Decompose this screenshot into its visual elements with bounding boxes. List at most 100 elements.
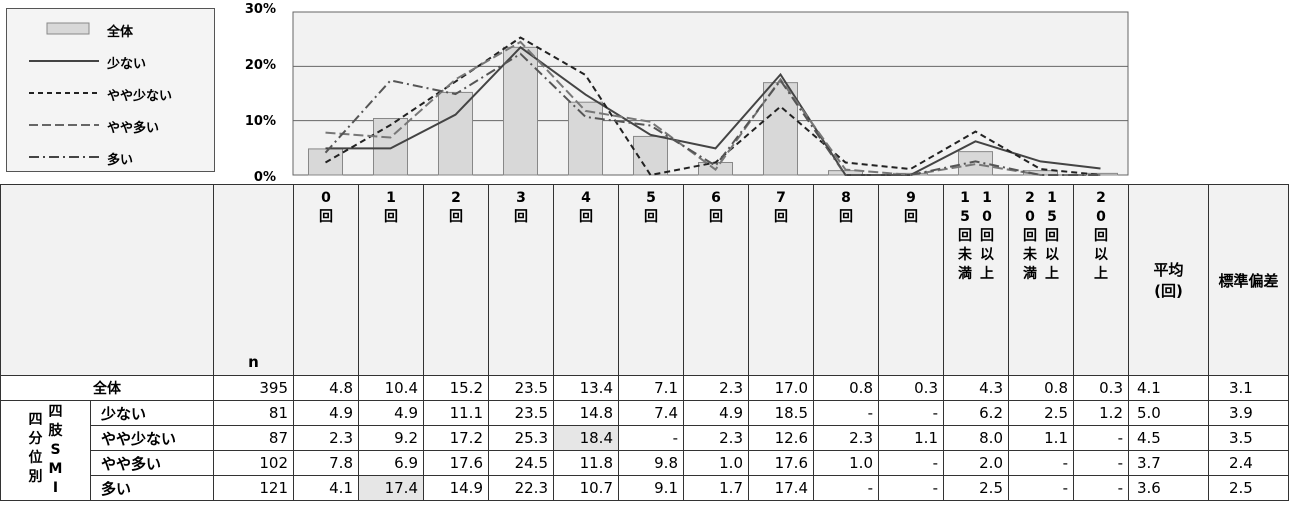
cell-value: 2.3 <box>293 425 359 451</box>
cell-value: 17.4 <box>358 475 424 501</box>
cell-n: 121 <box>213 475 294 501</box>
cell-value: 17.4 <box>748 475 814 501</box>
cell-value: 2.0 <box>943 450 1009 476</box>
side-label-quartile: 四分位別 <box>28 412 43 485</box>
cell-value: 0.3 <box>1073 375 1129 401</box>
cell-value: 9.2 <box>358 425 424 451</box>
cell-value: - <box>878 400 944 426</box>
cell-value: 14.9 <box>423 475 489 501</box>
cell-mean: 5.0 <box>1128 400 1209 426</box>
bar-overall <box>503 46 538 176</box>
cell-value: 14.8 <box>553 400 619 426</box>
cell-value: - <box>1008 450 1074 476</box>
cell-mean: 3.6 <box>1128 475 1209 501</box>
cell-value: 0.8 <box>813 375 879 401</box>
cell-value: 24.5 <box>488 450 554 476</box>
cell-sd: 2.4 <box>1208 450 1289 476</box>
cell-sd: 3.1 <box>1208 375 1289 401</box>
bar-overall <box>373 117 408 176</box>
cell-n: 395 <box>213 375 294 401</box>
legend-label: やや少ない <box>107 89 173 104</box>
legend-swatch-dashdot <box>29 156 99 158</box>
row-label: 少ない <box>90 400 214 426</box>
combo-chart <box>292 11 1129 177</box>
cell-value: - <box>1073 450 1129 476</box>
cell-mean: 3.7 <box>1128 450 1209 476</box>
cell-value: 23.5 <box>488 375 554 401</box>
row-label: 全体 <box>0 375 214 401</box>
cell-value: 0.3 <box>878 375 944 401</box>
header-mean: 平均 (回) <box>1128 184 1209 376</box>
legend-label: やや多い <box>107 121 160 136</box>
cell-value: 17.6 <box>423 450 489 476</box>
y-tick-label: 0% <box>253 170 276 185</box>
cell-value: 18.4 <box>553 425 619 451</box>
cell-value: 18.5 <box>748 400 814 426</box>
bar-overall <box>763 82 798 176</box>
cell-value: 17.2 <box>423 425 489 451</box>
cell-value: 2.3 <box>683 425 749 451</box>
bar-overall <box>958 151 993 176</box>
cell-value: 22.3 <box>488 475 554 501</box>
cell-value: 4.8 <box>293 375 359 401</box>
cell-value: 25.3 <box>488 425 554 451</box>
cell-sd: 3.9 <box>1208 400 1289 426</box>
cell-value: 2.5 <box>943 475 1009 501</box>
cell-value: 9.1 <box>618 475 684 501</box>
cell-value: 1.1 <box>1008 425 1074 451</box>
cell-value: - <box>878 450 944 476</box>
cell-value: 1.2 <box>1073 400 1129 426</box>
cell-value: 10.4 <box>358 375 424 401</box>
cell-n: 102 <box>213 450 294 476</box>
row-label: 多い <box>90 475 214 501</box>
legend-swatch-solid <box>29 60 99 62</box>
cell-value: 2.3 <box>683 375 749 401</box>
cell-value: 4.9 <box>293 400 359 426</box>
cell-sd: 2.5 <box>1208 475 1289 501</box>
table-row: やや多い 102 7.8 6.9 17.6 24.5 11.8 9.8 1.0 17.6 1.0-2… <box>1 450 1289 476</box>
cell-mean: 4.1 <box>1128 375 1209 401</box>
header-sd: 標準偏差 <box>1208 184 1289 376</box>
cell-value: - <box>813 475 879 501</box>
line-series-longdash <box>325 40 1101 177</box>
cell-value: 6.9 <box>358 450 424 476</box>
bar-overall <box>438 91 473 176</box>
cell-value: 7.4 <box>618 400 684 426</box>
bar-overall <box>568 101 603 176</box>
cell-value: 12.6 <box>748 425 814 451</box>
row-label: やや少ない <box>90 425 214 451</box>
cell-n: 87 <box>213 425 294 451</box>
legend-swatch-longdash <box>29 124 99 126</box>
cell-value: 13.4 <box>553 375 619 401</box>
y-tick-label: 30% <box>244 2 276 17</box>
y-tick-label: 10% <box>244 114 276 129</box>
bar-overall <box>633 135 668 176</box>
cell-value: 8.0 <box>943 425 1009 451</box>
cell-value: 1.0 <box>813 450 879 476</box>
legend-label: 少ない <box>107 57 147 72</box>
cell-value: - <box>1073 425 1129 451</box>
cell-value: 1.0 <box>683 450 749 476</box>
cell-value: 15.2 <box>423 375 489 401</box>
line-series-dashdot <box>324 52 1101 176</box>
cell-value: 4.9 <box>358 400 424 426</box>
cell-value: 17.0 <box>748 375 814 401</box>
